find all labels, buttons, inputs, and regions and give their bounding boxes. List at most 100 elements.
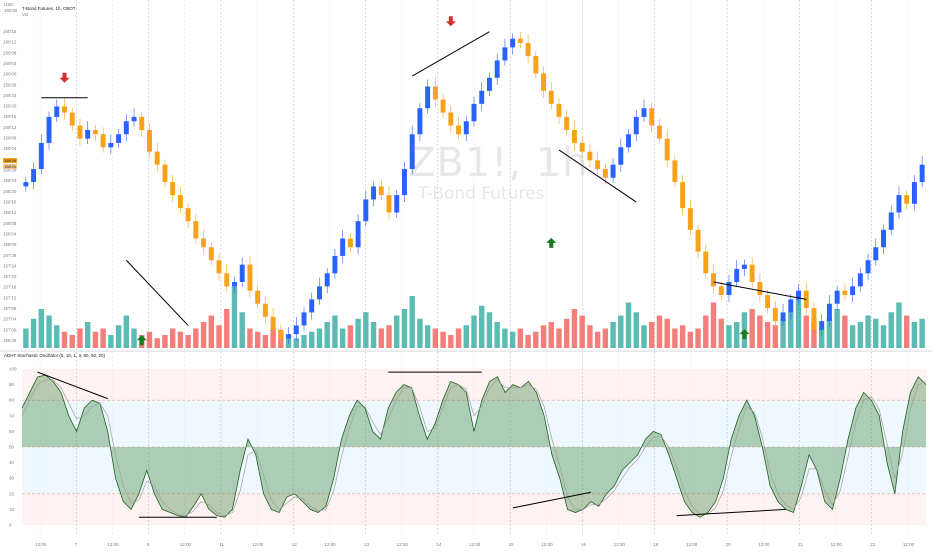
volume-bar (61, 331, 68, 348)
scale-label: USD (4, 2, 14, 7)
chart-title: T-Bond Futures, 1h, CBOT (22, 6, 76, 11)
price-tick-label: 157'20 (3, 274, 17, 279)
volume-bar (649, 322, 655, 348)
candle-body (695, 229, 701, 252)
volume-bar (896, 302, 902, 348)
candle-body (378, 186, 384, 196)
candle-body (46, 116, 52, 143)
candle-body (571, 129, 577, 143)
candle-body (517, 38, 523, 44)
volume-bar (216, 325, 222, 348)
candle-body (131, 116, 137, 122)
candle-body (425, 86, 431, 109)
price-tick-label: 158'04 (3, 231, 17, 236)
volume-bar (911, 322, 918, 348)
osc-tick-label: 40 (9, 460, 15, 465)
volume-bar (803, 315, 809, 348)
time-tick-label: 7 (75, 542, 78, 547)
arrow-up-icon (136, 335, 147, 346)
volume-bar (687, 331, 694, 348)
volume-bar (208, 315, 215, 348)
volume-bar (517, 328, 524, 348)
volume-bar (115, 325, 122, 348)
candle-body (826, 303, 832, 322)
volume-bar (849, 325, 856, 348)
candle-body (371, 186, 377, 200)
time-tick-label: 16 (581, 542, 587, 547)
candle-body (579, 142, 585, 152)
candle-body (803, 290, 809, 309)
price-tick-label: 160'12 (3, 40, 17, 45)
time-tick-label: 12:00 (107, 542, 119, 547)
volume-bar (641, 325, 647, 348)
volume-bar (857, 322, 864, 348)
candle-body (216, 260, 222, 274)
volume-bar (710, 302, 717, 348)
candle-body (162, 164, 168, 183)
volume-bar (633, 312, 639, 348)
oscillator-legend: ADHT Stochastic Oscillator (5, 10, 1, 3,… (4, 353, 105, 358)
volume-bar (30, 318, 37, 348)
candle-body (726, 282, 732, 296)
price-tick-label: 160'08 (3, 50, 17, 55)
candle-body (556, 103, 562, 117)
volume-bar (254, 331, 261, 348)
candle-body (224, 273, 230, 287)
volume-bar (679, 325, 686, 348)
volume-bar (764, 322, 771, 348)
volume-bar (718, 318, 724, 348)
price-tick-label: 157'28 (3, 253, 17, 258)
candle-body (757, 282, 763, 296)
arrow-down-icon (59, 72, 70, 83)
volume-bar (131, 328, 137, 348)
volume-bar (108, 335, 114, 348)
volume-bar (262, 335, 269, 348)
volume-bar (873, 318, 879, 348)
watermark-name: T-Bond Futures (418, 184, 545, 204)
volume-bar (247, 328, 253, 348)
volume-bar (146, 331, 153, 348)
price-tick-label: 158'20 (3, 189, 17, 194)
candle-body (62, 106, 67, 113)
volume-bar (193, 328, 199, 348)
candle-body (471, 103, 477, 122)
volume-bar (455, 328, 462, 348)
candle-body (533, 56, 539, 74)
volume-bar (46, 315, 52, 348)
volume-bar (177, 331, 184, 348)
candle-body (811, 308, 817, 330)
candle-body (247, 264, 253, 291)
volume-bar (903, 315, 910, 348)
volume-bar (185, 335, 191, 348)
candle-body (865, 260, 871, 274)
volume-bar (548, 322, 554, 348)
candle-body (780, 312, 786, 322)
volume-bar (656, 315, 663, 348)
price-tick-label: 159'12 (3, 125, 17, 130)
volume-bar (757, 315, 763, 348)
volume-bar (424, 325, 431, 348)
volume-bar (417, 318, 423, 348)
candle-body (278, 329, 284, 339)
candle-body (448, 112, 454, 126)
candle-body (239, 264, 245, 282)
time-tick-label: 14 (436, 542, 442, 547)
price-tick-label: 158'00 (3, 242, 17, 247)
volume-bar (347, 325, 354, 348)
candle-body (494, 60, 500, 78)
candle-body (796, 290, 801, 300)
candle-body (896, 195, 902, 213)
price-tick-label: 159'04 (3, 146, 17, 151)
volume-bar (440, 331, 446, 348)
time-tick-label: 12:00 (252, 542, 264, 547)
candle-body (873, 247, 879, 261)
candle-body (772, 308, 778, 322)
osc-tick-label: 80 (9, 398, 15, 403)
arrow-up-icon (546, 237, 557, 248)
volume-bar (703, 315, 709, 348)
time-tick-label: 12:00 (686, 542, 698, 547)
volume-bar (579, 315, 585, 348)
candle-body (301, 312, 307, 326)
